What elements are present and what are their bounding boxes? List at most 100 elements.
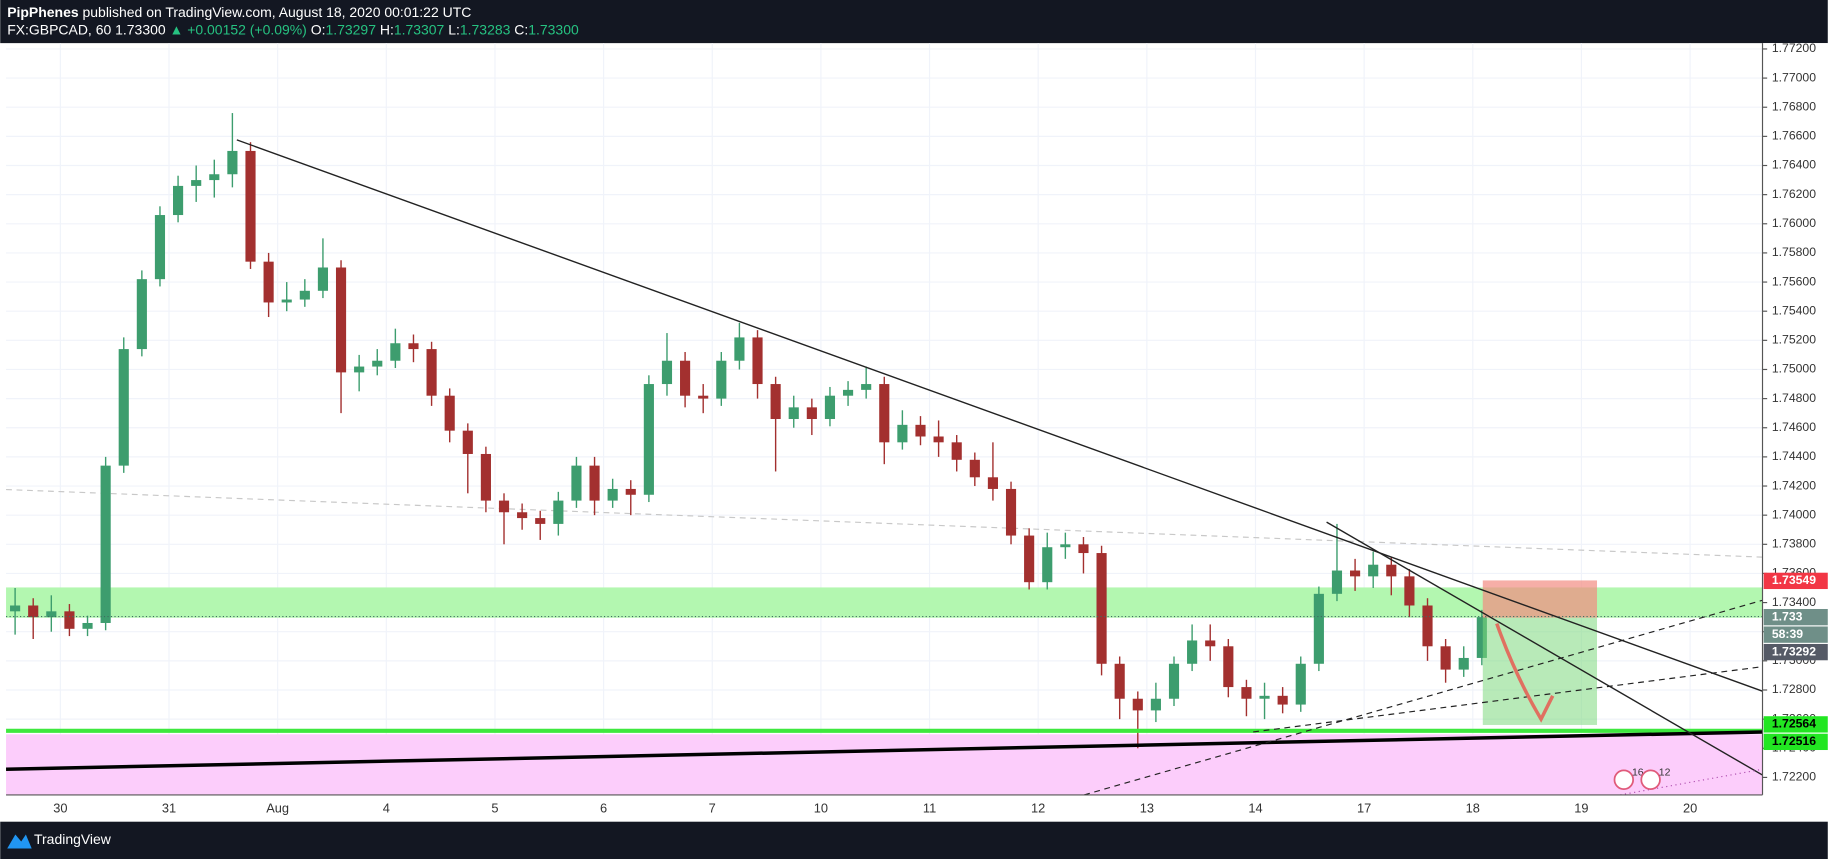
candle-body [1168,663,1180,699]
y-tick-label: 1.76600 [1772,129,1816,143]
candle-body [933,436,944,443]
candle-body [1386,564,1397,577]
event-badge [1640,769,1661,790]
candle-body [1368,564,1379,577]
y-tick-label: 1.76000 [1772,216,1816,230]
candle-body [299,290,310,300]
candle-body [335,267,347,373]
candle-body [589,465,600,501]
x-tick-label: 18 [1466,800,1480,815]
x-tick-label: 30 [53,800,67,815]
down-trendline [236,139,1763,692]
author: PipPhenes [7,4,79,20]
h-label: H: [380,21,394,37]
price-tags: 1.73549 1.733 58:39 1.73292 1.72564 1.72516 16… [1613,572,1828,790]
candle-body [897,424,908,443]
y-tick-label: 1.76400 [1772,158,1816,172]
y-tick-label: 1.77000 [1772,70,1816,84]
x-tick-label: 17 [1357,800,1371,815]
y-tick-label: 1.73400 [1772,595,1816,609]
candle-body [643,384,654,495]
steep-trendline [1326,521,1763,776]
price-tag-label: 1.73292 [1772,644,1816,658]
candle-body [227,150,238,175]
x-tick-label: 12 [1031,800,1045,815]
dashed-channel-2 [1253,666,1763,733]
candle-body [354,366,365,373]
candle-body [64,611,75,629]
candle-body [10,605,21,612]
candle-body [1277,695,1288,705]
candle-body [1259,695,1270,699]
x-tick-label: 6 [600,800,607,815]
change: ▲ +0.00152 (+0.09%) [170,21,307,37]
candle-body [317,267,329,291]
header-bar [0,0,1828,44]
candle-body [1422,605,1433,647]
candle-body [770,384,781,420]
candle-body [408,343,419,350]
candle-body [1150,698,1161,711]
candle-body [1042,547,1053,583]
candle-body [426,349,437,396]
c-label: C: [514,21,528,37]
candle-body [1313,593,1324,664]
candle-body [1060,544,1071,548]
x-tick-label: 4 [383,800,390,815]
candle-body [46,611,57,618]
axis-labels: 1.722001.724001.726001.728001.730001.732… [53,41,1816,815]
y-tick-label: 1.74200 [1772,478,1816,492]
candle-body [1024,535,1035,583]
candle-body [1458,657,1469,670]
candle-body [1476,617,1487,658]
candle-body [716,360,727,399]
header-line-1: PipPhenes published on TradingView.com, … [7,4,471,20]
candle-body [535,518,546,524]
logo [7,834,32,849]
y-tick-label: 1.75200 [1772,333,1816,347]
published: published on TradingView.com, August 18,… [83,4,472,20]
candle-body [209,174,220,181]
candle-body [607,488,618,501]
header-line-2: FX:GBPCAD, 60 1.73300 ▲ +0.00152 (+0.09%… [7,21,579,37]
candle-body [498,500,510,513]
price-tag-label: 1.733 [1772,609,1803,623]
last-price: 1.73300 [115,21,166,37]
candle-body [752,337,763,385]
arrow [1495,622,1555,723]
price-tag [1763,643,1828,661]
candle-body [571,465,582,501]
candle-body [1078,544,1089,554]
y-tick-label: 1.74800 [1772,391,1816,405]
candle-body [879,384,890,443]
y-tick-label: 1.77200 [1772,41,1816,55]
brand: TradingView [34,831,112,847]
l-label: L: [448,21,460,37]
x-tick-label: 10 [814,800,828,815]
candle-body [480,453,491,501]
price-axis [1762,43,1828,795]
candle-body [263,261,274,303]
candle-body [661,360,673,385]
candle-body [136,279,147,350]
x-tick-label: 19 [1574,800,1588,815]
candle-body [28,605,39,618]
candle-body [100,465,111,623]
x-tick-label: Aug [266,800,289,815]
event-badge-label: 16 [1632,768,1644,779]
candle-body [154,215,166,280]
price-tag-label: 1.72564 [1772,717,1816,731]
candle-body [680,360,691,396]
event-badge-label: 12 [1659,768,1671,779]
candle-body [824,395,836,420]
stop-zone [1482,580,1598,618]
long-trendline [6,730,1763,772]
drawings [6,139,1763,796]
candle-body [698,395,709,399]
candle-body [806,407,817,420]
x-tick-label: 13 [1140,800,1154,815]
x-tick-label: 5 [491,800,498,815]
y-tick-label: 1.72200 [1772,770,1816,784]
